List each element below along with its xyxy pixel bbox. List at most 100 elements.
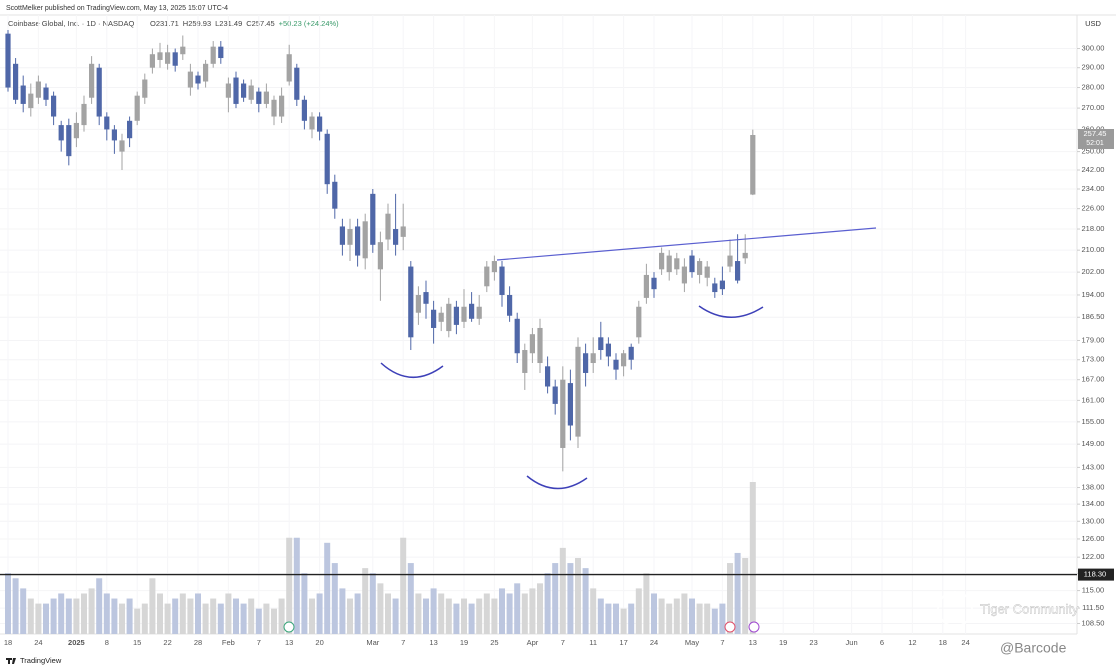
candle-body [28,93,34,109]
volume-bar [635,588,642,634]
volume-bar [35,603,42,634]
volume-bar [50,598,57,634]
x-tick-label: Jun [846,638,858,647]
volume-bar [58,593,65,634]
candle-body [552,386,558,404]
candle-body [567,383,573,426]
volume-bar [119,603,125,634]
volume-bar [5,573,11,634]
volume-bar [514,583,521,634]
y-tick-label: 270.00 [1082,103,1105,112]
volume-bar [217,603,224,634]
volume-bar [164,603,171,634]
candle-body [73,122,79,139]
volume-bar [681,593,688,634]
x-tick-label: 18 [4,638,12,647]
candle-body [514,318,520,354]
candle-body [697,261,703,275]
volume-bar [689,598,695,634]
candle-body [165,52,171,64]
candle-body [134,95,140,121]
volume-bar [696,603,703,634]
x-tick-label: 24 [961,638,969,647]
volume-bar [552,563,559,634]
volume-bar [506,593,513,634]
volume-bar [483,593,490,634]
x-tick-label: 25 [490,638,498,647]
y-tick-label: 138.00 [1082,483,1105,492]
candle-body [461,306,467,322]
y-tick-label: 202.00 [1082,267,1105,276]
volume-bar [301,573,308,634]
candle-body [309,116,315,130]
event-icon[interactable] [724,621,736,633]
candle-body [529,334,535,354]
candle-body [20,85,26,104]
candles [5,30,756,472]
candle-body [613,359,619,370]
volume-bar [468,603,475,634]
candle-body [469,303,475,319]
volume-bar [605,603,612,634]
x-tick-label: 12 [908,638,916,647]
volume-bar [286,537,293,634]
volume-bar [749,482,756,634]
volume-bar [537,583,543,634]
grid [0,15,1077,634]
candle-body [96,67,102,117]
candle-body [58,125,64,141]
x-tick-label: Apr [527,638,539,647]
x-tick-label: 15 [133,638,141,647]
y-tick-label: 161.00 [1082,395,1105,404]
volume-bar [149,578,156,634]
candle-body [659,252,665,270]
y-tick-label: 234.00 [1082,184,1105,193]
candle-body [225,83,231,98]
volume-bar [210,598,217,634]
y-tick-label: 173.00 [1082,355,1105,364]
volume-bar [499,588,505,634]
volume-bar [597,598,604,634]
volume-bar [628,603,635,634]
x-tick-label: 28 [194,638,202,647]
candle-body [742,252,748,259]
candle-body [704,266,710,278]
volume-bar [704,603,711,634]
candle-body [681,266,687,284]
candle-body [89,63,95,98]
y-tick-label: 111.50 [1082,603,1104,612]
watermark: @Barcode [1000,640,1067,656]
left-shoulder-arc [380,362,444,379]
volume-bar [544,573,551,634]
volume-bar [27,598,34,634]
x-tick-label: 13 [749,638,757,647]
candle-body [233,77,239,104]
candle-body [294,67,300,100]
volume-bar [727,563,733,634]
volume-bar [476,598,483,634]
candle-body [256,91,262,104]
y-tick-label: 167.00 [1082,375,1105,384]
candle-body [195,75,201,84]
volume-bar [575,558,581,634]
volume-bar [88,588,95,634]
candle-body [279,95,285,117]
volume-bar [263,603,270,634]
time-axis: 18 24 2025 8 15 22 28 Feb 7 13 20 Mar 7 13 19 25 Apr 7 11 1… [4,638,970,647]
event-icon[interactable] [283,621,295,633]
candle-body [5,33,11,88]
y-tick-label: 290.00 [1082,63,1105,72]
x-tick-label: Mar [366,638,379,647]
volume-bar [453,603,460,634]
x-tick-label: 7 [720,638,724,647]
y-tick-label: 179.00 [1082,335,1105,344]
event-icon[interactable] [748,621,760,633]
candle-body [271,99,277,117]
y-tick-label: 210.00 [1082,245,1105,254]
legend-item: O231.71 [150,19,179,28]
candle-body [583,353,589,373]
candle-body [301,99,307,121]
y-tick-label: 126.00 [1082,534,1105,543]
x-tick-label: 20 [315,638,323,647]
